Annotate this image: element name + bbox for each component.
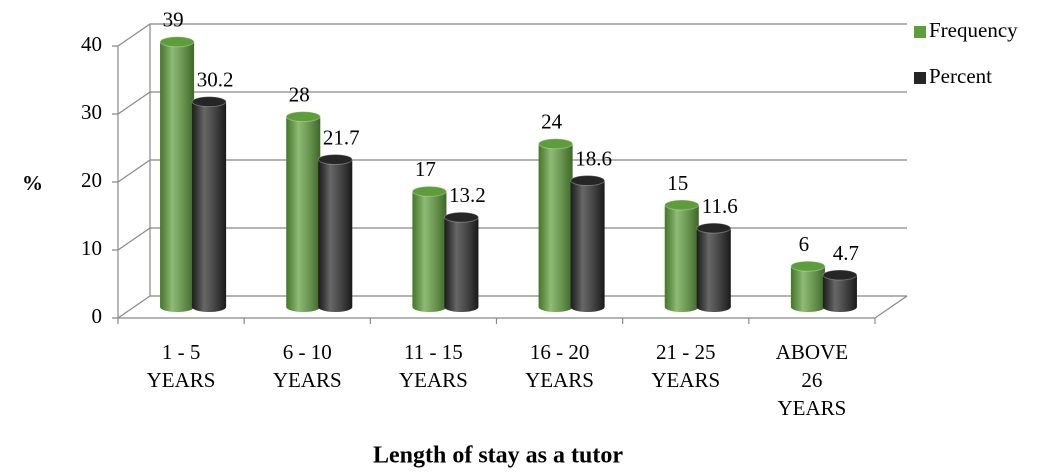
grid-line [112, 23, 907, 47]
data-label: 21.7 [323, 125, 360, 149]
bar-shade [790, 266, 825, 312]
bar-top [191, 96, 227, 108]
x-tick-line: 26 [801, 368, 822, 392]
bar-top [317, 153, 353, 165]
x-tick-line: 16 - 20 [530, 340, 590, 364]
bar [285, 111, 321, 312]
data-label: 13.2 [449, 183, 486, 207]
bar-top [570, 175, 606, 187]
data-label: 4.7 [833, 241, 859, 265]
x-tick-line: YEARS [273, 368, 342, 392]
bar-shade [286, 116, 321, 312]
bar [443, 211, 479, 312]
x-tick-line: 21 - 25 [656, 340, 716, 364]
x-tick-label: 1 - 5 YEARS [147, 340, 216, 392]
grid-line [112, 159, 907, 183]
legend-swatch [914, 72, 926, 84]
bar-top [159, 36, 195, 48]
legend-label: Percent [929, 64, 992, 88]
x-tick-line: YEARS [399, 368, 468, 392]
bar-shade [538, 143, 573, 312]
x-tick-label: 16 - 20 YEARS [525, 340, 594, 392]
grid-line [112, 227, 907, 251]
y-tick-label: 30 [81, 100, 102, 124]
data-label: 24 [541, 110, 563, 134]
x-tick-label: 6 - 10 YEARS [273, 340, 342, 392]
bar-top [664, 199, 700, 211]
bar-shade [192, 101, 227, 312]
x-tick-line: 11 - 15 [404, 340, 463, 364]
bar-top [822, 269, 858, 281]
bar-shade [318, 159, 353, 312]
data-label: 18.6 [575, 146, 612, 170]
floor [118, 24, 908, 319]
bar [570, 175, 606, 312]
bar-top [411, 185, 447, 197]
bar [538, 138, 574, 312]
x-tick-line: ABOVE [776, 340, 848, 364]
y-axis-label: % [22, 171, 43, 195]
bar [790, 260, 826, 312]
bar [317, 153, 353, 312]
x-tick-line: 1 - 5 [162, 340, 201, 364]
bar [159, 36, 195, 313]
bar-shade [822, 275, 857, 312]
data-label: 11.6 [702, 194, 738, 218]
x-tick-line: YEARS [525, 368, 594, 392]
y-tick-label: 0 [92, 304, 103, 328]
x-tick-line: 6 - 10 [283, 340, 332, 364]
data-label: 15 [667, 171, 688, 195]
bar-shade [696, 228, 731, 312]
data-label: 28 [289, 82, 310, 106]
x-tick-label: 21 - 25 YEARS [651, 340, 720, 392]
bar [822, 269, 858, 312]
grid-line [112, 91, 907, 115]
bar [696, 222, 732, 312]
bar-shade [570, 180, 605, 312]
x-tick-label: 11 - 15 YEARS [399, 340, 468, 392]
bar [411, 185, 447, 312]
y-tick-label: 20 [81, 168, 102, 192]
grid-line [112, 295, 907, 319]
bar-shade [412, 191, 447, 312]
bar-top [538, 138, 574, 150]
bar-shade [160, 41, 195, 313]
data-label: 6 [799, 232, 810, 256]
x-axis-label: Length of stay as a tutor [373, 443, 623, 469]
data-label: 17 [415, 157, 436, 181]
x-tick-line: YEARS [651, 368, 720, 392]
y-tick-label: 10 [81, 236, 102, 260]
y-tick-label: 40 [81, 32, 102, 56]
x-tick-line: YEARS [777, 396, 846, 420]
legend-swatch [914, 26, 926, 38]
bar-top [790, 260, 826, 272]
legend-label: Frequency [929, 18, 1018, 42]
bar-top [696, 222, 732, 234]
bar-shade [444, 217, 479, 312]
bar-shade [664, 205, 699, 312]
bar [191, 96, 227, 312]
data-label: 39 [163, 8, 184, 32]
x-tick-line: YEARS [147, 368, 216, 392]
bar-top [443, 211, 479, 223]
bar [664, 199, 700, 312]
x-tick-label: ABOVE 26 YEARS [776, 340, 848, 420]
data-label: 30.2 [197, 67, 234, 91]
bar-top [285, 111, 321, 123]
